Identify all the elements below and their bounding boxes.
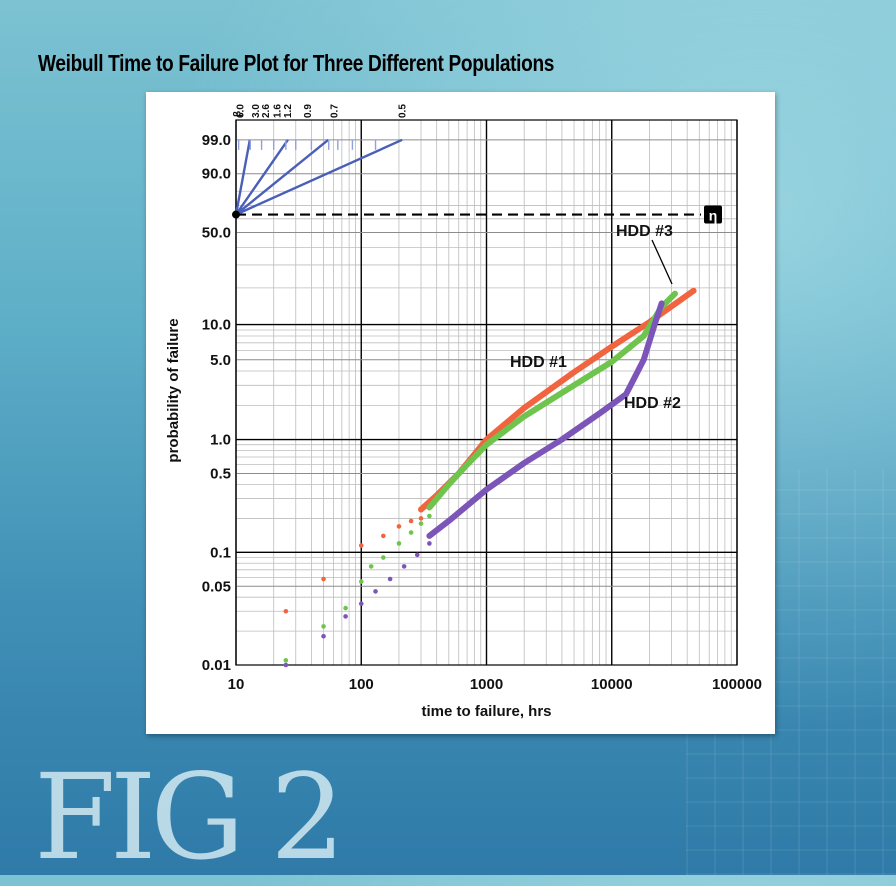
data-point: [368, 564, 374, 569]
annotation-hdd1: HDD #1: [510, 354, 567, 371]
data-point: [283, 658, 289, 663]
data-point: [408, 530, 414, 535]
beta-scale-label: 2.6: [261, 104, 272, 118]
y-tick-label: 5.0: [210, 352, 231, 369]
data-point: [418, 516, 424, 521]
chart-title: Weibull Time to Failure Plot for Three D…: [38, 50, 555, 76]
data-point: [427, 513, 432, 519]
data-point: [358, 579, 364, 584]
data-point: [414, 552, 420, 558]
beta-scale-title: β: [233, 111, 244, 117]
beta-scale-label: 0.9: [303, 104, 314, 118]
x-tick-label: 100: [349, 676, 374, 693]
y-tick-label: 99.0: [202, 132, 231, 149]
y-tick-label: 50.0: [202, 224, 231, 241]
data-point: [408, 518, 414, 524]
x-axis-label: time to failure, hrs: [421, 703, 551, 720]
eta-box: [704, 205, 722, 224]
annotation-hdd2: HDD #2: [624, 395, 681, 412]
eta-pivot-point: [232, 210, 240, 219]
data-point: [373, 589, 378, 594]
data-point: [381, 555, 386, 560]
y-tick-label: 0.01: [202, 657, 231, 674]
annotation-hdd3: HDD #3: [616, 223, 673, 240]
beta-scale-label: 3.0: [251, 104, 262, 118]
data-point: [387, 576, 393, 582]
data-point: [401, 564, 407, 569]
data-point: [321, 624, 326, 629]
x-tick-label: 10: [228, 676, 245, 693]
data-point: [343, 605, 348, 611]
y-tick-label: 0.05: [202, 578, 231, 595]
y-tick-label: 0.5: [210, 466, 231, 483]
data-point: [283, 662, 289, 668]
plot-frame: [235, 119, 738, 666]
data-point: [321, 576, 326, 582]
y-tick-label: 1.0: [210, 432, 231, 449]
figure-label: FIG 2: [34, 748, 345, 886]
data-point: [358, 543, 364, 548]
beta-line: [235, 138, 330, 216]
data-point: [358, 601, 364, 607]
data-point: [321, 633, 326, 639]
data-point: [381, 533, 386, 539]
beta-line: [235, 139, 289, 216]
x-tick-label: 10000: [591, 676, 633, 693]
beta-line: [234, 139, 252, 215]
data-point: [427, 541, 432, 546]
annotation-leader-hdd3: [651, 239, 673, 285]
beta-scale-label: 1.6: [272, 104, 283, 118]
y-axis-label: probability of failure: [165, 318, 182, 462]
x-tick-label: 100000: [712, 676, 762, 693]
data-point: [283, 608, 289, 614]
data-point: [396, 541, 402, 546]
y-tick-label: 10.0: [202, 317, 231, 334]
x-tick-label: 1000: [470, 676, 503, 693]
beta-line: [235, 138, 403, 216]
beta-scale-label: 6.0: [236, 104, 247, 118]
y-tick-label: 90.0: [202, 166, 231, 183]
beta-scale-label: 1.2: [283, 104, 294, 118]
eta-label: η: [709, 208, 718, 224]
beta-scale-label: 0.7: [329, 104, 340, 118]
chart-card: [146, 92, 775, 734]
data-point: [343, 614, 348, 619]
y-tick-label: 0.1: [210, 544, 231, 561]
data-point: [396, 524, 402, 529]
beta-scale-label: 0.5: [398, 104, 409, 118]
series-line: [426, 300, 665, 539]
data-point: [418, 521, 424, 526]
